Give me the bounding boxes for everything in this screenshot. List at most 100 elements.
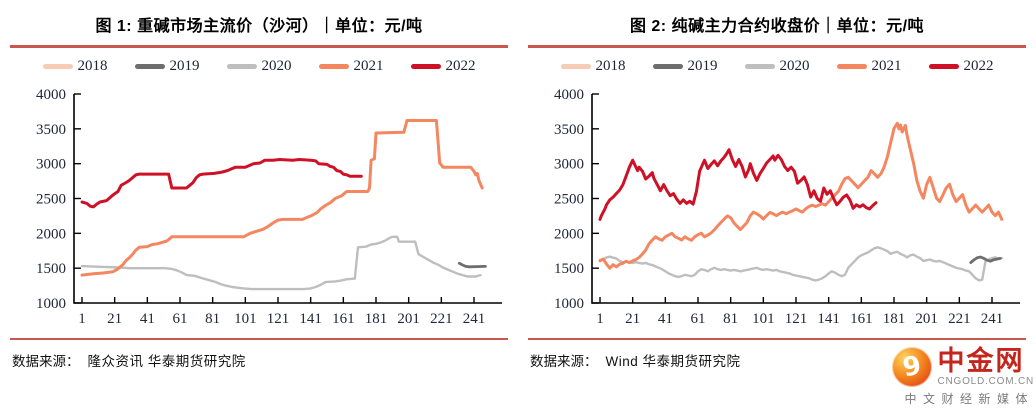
series-line-2020: [80, 235, 482, 290]
logo-top-row: 9 中金网 CNGOLD.COM.CN: [892, 347, 1034, 387]
source-label: 数据来源：: [530, 354, 598, 369]
cngold-logo: 9 中金网 CNGOLD.COM.CN 中文财经新媒体: [892, 347, 1034, 407]
legend-label: 2022: [963, 58, 994, 74]
legend-label: 2020: [261, 58, 292, 74]
y-axis-tick-label: 2500: [554, 191, 584, 207]
x-axis-tick-label: 141: [817, 311, 840, 327]
legend-swatch: [744, 64, 775, 69]
logo-tagline: 中文财经新媒体: [904, 392, 1034, 406]
x-axis-tick-label: 1: [78, 311, 86, 327]
line-chart-1: 1000 1500 2000 2500 3000 3500 4000 1 21 41 61 81 101…: [10, 87, 508, 333]
x-axis-tick-label: 241: [463, 311, 486, 327]
legend-label: 2022: [445, 58, 476, 74]
x-axis-tick-label: 201: [397, 311, 420, 327]
legend-2: 2018 2019 2020 2021 2022: [528, 50, 1026, 84]
source-rule-2: [528, 337, 1026, 340]
x-axis-tick-label: 221: [948, 311, 971, 327]
legend-label: 2020: [779, 58, 810, 74]
legend-swatch: [410, 64, 441, 69]
x-axis-tick-label: 101: [752, 311, 775, 327]
x-axis-tick-label: 121: [785, 311, 808, 327]
legend-swatch: [652, 64, 683, 69]
x-axis-tick-label: 81: [723, 311, 738, 327]
series-line-2021: [80, 118, 484, 277]
title-rule-2: [528, 45, 1026, 48]
series-line-2022: [80, 157, 363, 208]
legend-swatch: [560, 64, 591, 69]
x-axis-tick-label: 21: [107, 311, 122, 327]
y-axis-tick-label: 3000: [554, 156, 584, 172]
x-axis-tick-label: 181: [883, 311, 906, 327]
series-line-2022: [598, 147, 878, 221]
title-rule-1: [10, 45, 508, 48]
x-axis-tick-label: 1: [596, 311, 604, 327]
x-axis-tick-label: 181: [365, 311, 388, 327]
source-rule-1: [10, 337, 508, 340]
y-axis-tick-label: 3500: [36, 121, 66, 137]
legend-label: 2021: [353, 58, 384, 74]
x-axis-tick-label: 161: [850, 311, 873, 327]
source-row-2: 数据来源： Wind 华泰期货研究院: [528, 340, 1026, 370]
legend-item-2018: 2018: [560, 58, 626, 75]
legend-swatch: [134, 64, 165, 69]
legend-label: 2019: [687, 58, 718, 74]
x-axis-tick-label: 61: [691, 311, 706, 327]
chart-title-1: 图 1: 重碱市场主流价（沙河）｜单位：元/吨: [95, 18, 423, 35]
legend-item-2018: 2018: [42, 58, 108, 75]
legend-swatch: [928, 64, 959, 69]
legend-item-2022: 2022: [928, 58, 994, 75]
y-axis-tick-label: 1000: [554, 296, 584, 312]
legend-item-2019: 2019: [652, 58, 718, 75]
legend-label: 2021: [871, 58, 902, 74]
legend-swatch: [42, 64, 73, 69]
source-value: 隆众资讯 华泰期货研究院: [87, 354, 246, 369]
x-axis-tick-label: 21: [625, 311, 640, 327]
x-axis-tick-label: 41: [140, 311, 155, 327]
series-line-2021: [598, 121, 1004, 270]
logo-domain: CNGOLD.COM.CN: [937, 375, 1034, 387]
legend-label: 2018: [77, 58, 108, 74]
y-axis-tick-label: 4000: [554, 88, 584, 103]
x-axis-tick-label: 221: [430, 311, 453, 327]
legend-swatch: [226, 64, 257, 69]
y-axis-tick-label: 3000: [36, 156, 66, 172]
logo-text-block: 中金网 CNGOLD.COM.CN: [937, 346, 1034, 387]
source-row-1: 数据来源： 隆众资讯 华泰期货研究院: [10, 340, 508, 370]
source-value: Wind 华泰期货研究院: [605, 354, 741, 369]
x-axis-tick-label: 81: [205, 311, 220, 327]
x-axis-tick-label: 161: [332, 311, 355, 327]
legend-swatch: [318, 64, 349, 69]
x-axis-tick-label: 121: [267, 311, 290, 327]
series-line-2019: [457, 261, 487, 268]
y-axis-tick-label: 2000: [36, 226, 66, 242]
x-axis-tick-label: 201: [915, 311, 938, 327]
legend-item-2021: 2021: [836, 58, 902, 75]
chart-title-2: 图 2: 纯碱主力合约收盘价｜单位：元/吨: [629, 18, 925, 35]
x-axis-tick-label: 141: [299, 311, 322, 327]
legend-item-2022: 2022: [410, 58, 476, 75]
x-axis-tick-label: 41: [658, 311, 673, 327]
panel-figure-1: 图 1: 重碱市场主流价（沙河）｜单位：元/吨 2018 2019 2020 2021…: [10, 18, 508, 370]
legend-swatch: [836, 64, 867, 69]
x-axis-tick-label: 101: [234, 311, 257, 327]
swirl-glyph: 9: [900, 350, 924, 384]
y-axis-tick-label: 1000: [36, 296, 66, 312]
y-axis-tick-label: 2000: [554, 226, 584, 242]
logo-name: 中金网: [937, 346, 1025, 377]
series-line-2020: [598, 245, 1003, 282]
legend-item-2020: 2020: [744, 58, 810, 75]
source-label: 数据来源：: [12, 354, 80, 369]
y-axis-tick-label: 2500: [36, 191, 66, 207]
panel-figure-2: 图 2: 纯碱主力合约收盘价｜单位：元/吨 2018 2019 2020 2021 20…: [518, 0, 1036, 409]
legend-item-2021: 2021: [318, 58, 384, 75]
y-axis-tick-label: 1500: [36, 261, 66, 277]
legend-label: 2018: [595, 58, 626, 74]
line-chart-2: 1000 1500 2000 2500 3000 3500 4000 1 21 41 61 81 101…: [528, 87, 1026, 333]
x-axis-tick-label: 241: [981, 311, 1004, 327]
y-axis-tick-label: 4000: [36, 88, 66, 103]
legend-label: 2019: [169, 58, 200, 74]
series-line-2019: [969, 255, 1002, 264]
